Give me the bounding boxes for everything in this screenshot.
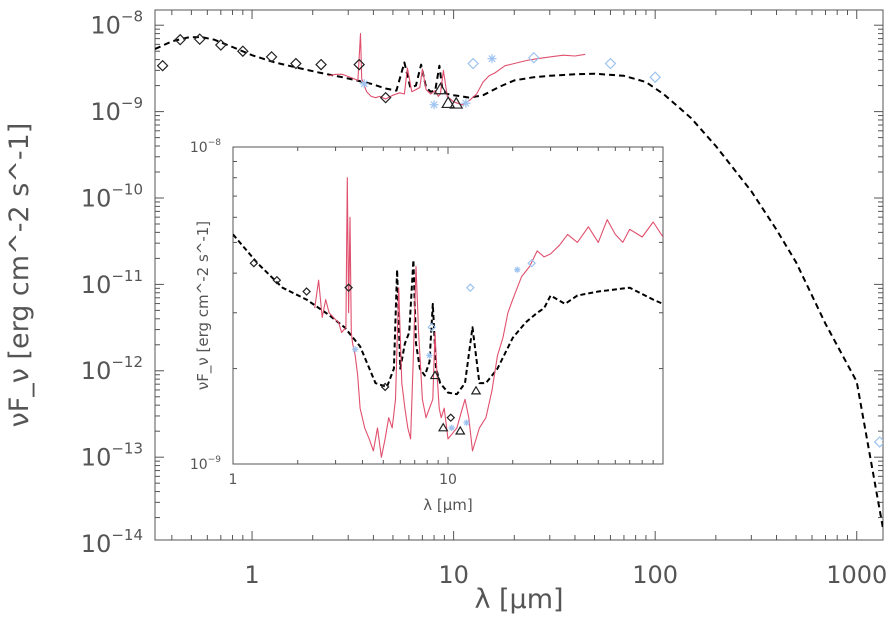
main-y-tick-exponent: −12 [111,353,143,371]
inset-marker-light-diamonds [465,283,475,293]
main-y-tick-base: 10 [81,530,112,558]
inset-plot-frame [232,146,664,465]
main-plot-area [155,33,883,529]
inset-y-tick-label: 10−9 [190,455,221,473]
inset-marker-photometry [344,283,353,293]
main-y-tick-base: 10 [81,357,112,385]
main-y-tick-label: 10−11 [81,267,143,299]
main-marker-photometry [379,91,392,104]
main-marker-open-triangles [433,82,448,95]
main-y-tick-exponent: −14 [111,526,143,544]
inset-marker-light-stars-stroke [514,267,520,273]
main-y-tick-label: 10−8 [90,8,143,40]
inset-marker-photometry [380,382,390,392]
main-marker-light-stars-stroke [462,99,470,107]
main-marker-photometry [236,45,249,58]
main-marker-light-stars-stroke [430,101,438,109]
inset-marker-open-triangles [437,422,449,432]
main-marker-light-stars [359,79,369,89]
main-y-axis-title: νF_ν [erg cm^-2 s^-1] [4,123,35,428]
inset-marker-open-triangles [454,425,466,435]
inset-marker-light-stars [426,352,433,359]
inset-marker-photometry [249,258,259,268]
main-x-tick-label: 100 [632,561,678,589]
inset-marker-light-stars-stroke [426,352,433,359]
main-y-tick-label: 10−12 [81,353,143,385]
main-y-tick-base: 10 [90,98,121,126]
main-marker-photometry [315,58,327,71]
main-y-tick-exponent: −11 [111,267,143,285]
inset-marker-light-stars [514,266,521,273]
main-x-tick-label: 1000 [826,561,887,589]
inset-y-axis-title: νF_ν [erg cm^-2 s^-1] [194,221,213,390]
main-marker-open-triangles [449,96,464,109]
main-marker-light-stars [461,98,471,108]
main-marker-light-diamonds [873,436,883,448]
main-y-tick-base: 10 [81,184,112,212]
main-marker-open-triangles [441,96,456,109]
inset-marker-open-triangles [470,385,482,395]
inset-x-axis-title: λ [μm] [423,496,473,514]
inset-marker-light-diamonds [427,322,437,332]
main-x-tick-label: 10 [438,561,469,589]
main-y-tick-base: 10 [81,444,112,472]
inset-marker-photometry [272,275,282,285]
inset-x-tick-label: 1 [229,472,238,488]
inset-y-tick-exponent: −8 [208,138,222,148]
main-y-tick-label: 10−10 [81,180,143,212]
main-marker-photometry [353,58,366,71]
inset-y-tick-base: 10 [190,457,208,473]
inset-marker-light-stars [448,424,455,432]
main-x-axis-title: λ [μm] [474,584,563,615]
main-y-tick-exponent: −8 [121,8,143,26]
main-marker-photometry [156,59,169,72]
main-marker-light-stars-stroke [360,80,368,88]
inset-y-tick-base: 10 [190,140,208,156]
main-marker-photometry [193,33,206,45]
inset-marker-light-stars-stroke [449,425,455,431]
inset-marker-open-triangles [429,370,441,380]
main-x-tick-label: 1 [244,561,259,589]
inset-y-tick-exponent: −9 [208,455,222,465]
inset-plot-area [233,177,663,458]
main-marker-light-stars-stroke [488,55,496,63]
main-marker-light-stars [429,100,439,110]
inset-marker-light-stars [352,346,359,353]
main-marker-light-diamonds [467,57,479,70]
inset-marker-light-diamonds [527,258,537,268]
main-marker-light-diamonds [527,51,540,64]
inset-marker-light-stars-stroke [352,346,358,352]
main-marker-light-diamonds [604,57,617,70]
main-marker-light-stars [487,54,497,64]
inset-marker-light-stars [463,419,470,426]
inset-y-tick-label: 10−8 [190,138,221,156]
inset-marker-photometry [446,413,456,423]
main-y-tick-exponent: −10 [111,180,143,198]
inset-marker-light-stars-stroke [463,420,470,426]
inset-x-tick-label: 10 [439,472,457,488]
main-y-tick-exponent: −13 [111,440,143,458]
main-series-model [155,36,883,529]
main-y-tick-label: 10−14 [81,526,143,558]
main-y-tick-base: 10 [90,12,121,40]
main-marker-light-diamonds [649,71,662,84]
main-y-tick-base: 10 [81,271,112,299]
main-marker-photometry [290,57,302,70]
main-y-tick-label: 10−9 [90,94,143,126]
main-marker-photometry [265,51,278,63]
main-y-tick-exponent: −9 [121,94,143,112]
inset-marker-photometry [302,287,311,296]
main-marker-photometry [174,33,187,46]
main-series-ir-spectrum [328,33,586,106]
inset-series-ir-spectrum [314,177,663,458]
main-marker-photometry [214,39,227,51]
main-y-tick-label: 10−13 [81,440,143,472]
